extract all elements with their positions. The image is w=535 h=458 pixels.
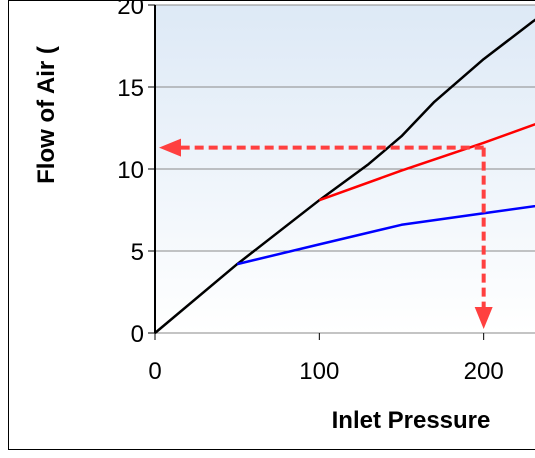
x-tick-label: 100 xyxy=(299,358,339,385)
x-tick-label: 0 xyxy=(148,358,161,385)
series-line-2 xyxy=(318,122,535,202)
y-tick-label: 10 xyxy=(117,157,144,184)
y-tick-label: 20 xyxy=(117,0,144,20)
series-line-1 xyxy=(154,18,535,334)
y-axis-title: Flow of Air ( xyxy=(33,46,60,184)
arrow-head xyxy=(474,307,493,329)
y-tick-label: 0 xyxy=(131,321,144,348)
x-tick-label: 200 xyxy=(464,358,504,385)
x-tick-labels: 010020030 xyxy=(148,333,504,385)
y-tick-label: 5 xyxy=(131,239,144,266)
y-tick-label: 15 xyxy=(117,75,144,102)
arrow-head xyxy=(159,138,181,157)
y-tick-labels: 0 5 10 15 20 xyxy=(117,0,144,348)
series-layer xyxy=(154,18,535,334)
annotation-layer xyxy=(159,138,493,329)
gridlines xyxy=(148,4,535,334)
chart-border xyxy=(8,0,535,450)
x-axis-title: Inlet Pressure xyxy=(332,407,491,434)
series-line-3 xyxy=(236,204,535,266)
